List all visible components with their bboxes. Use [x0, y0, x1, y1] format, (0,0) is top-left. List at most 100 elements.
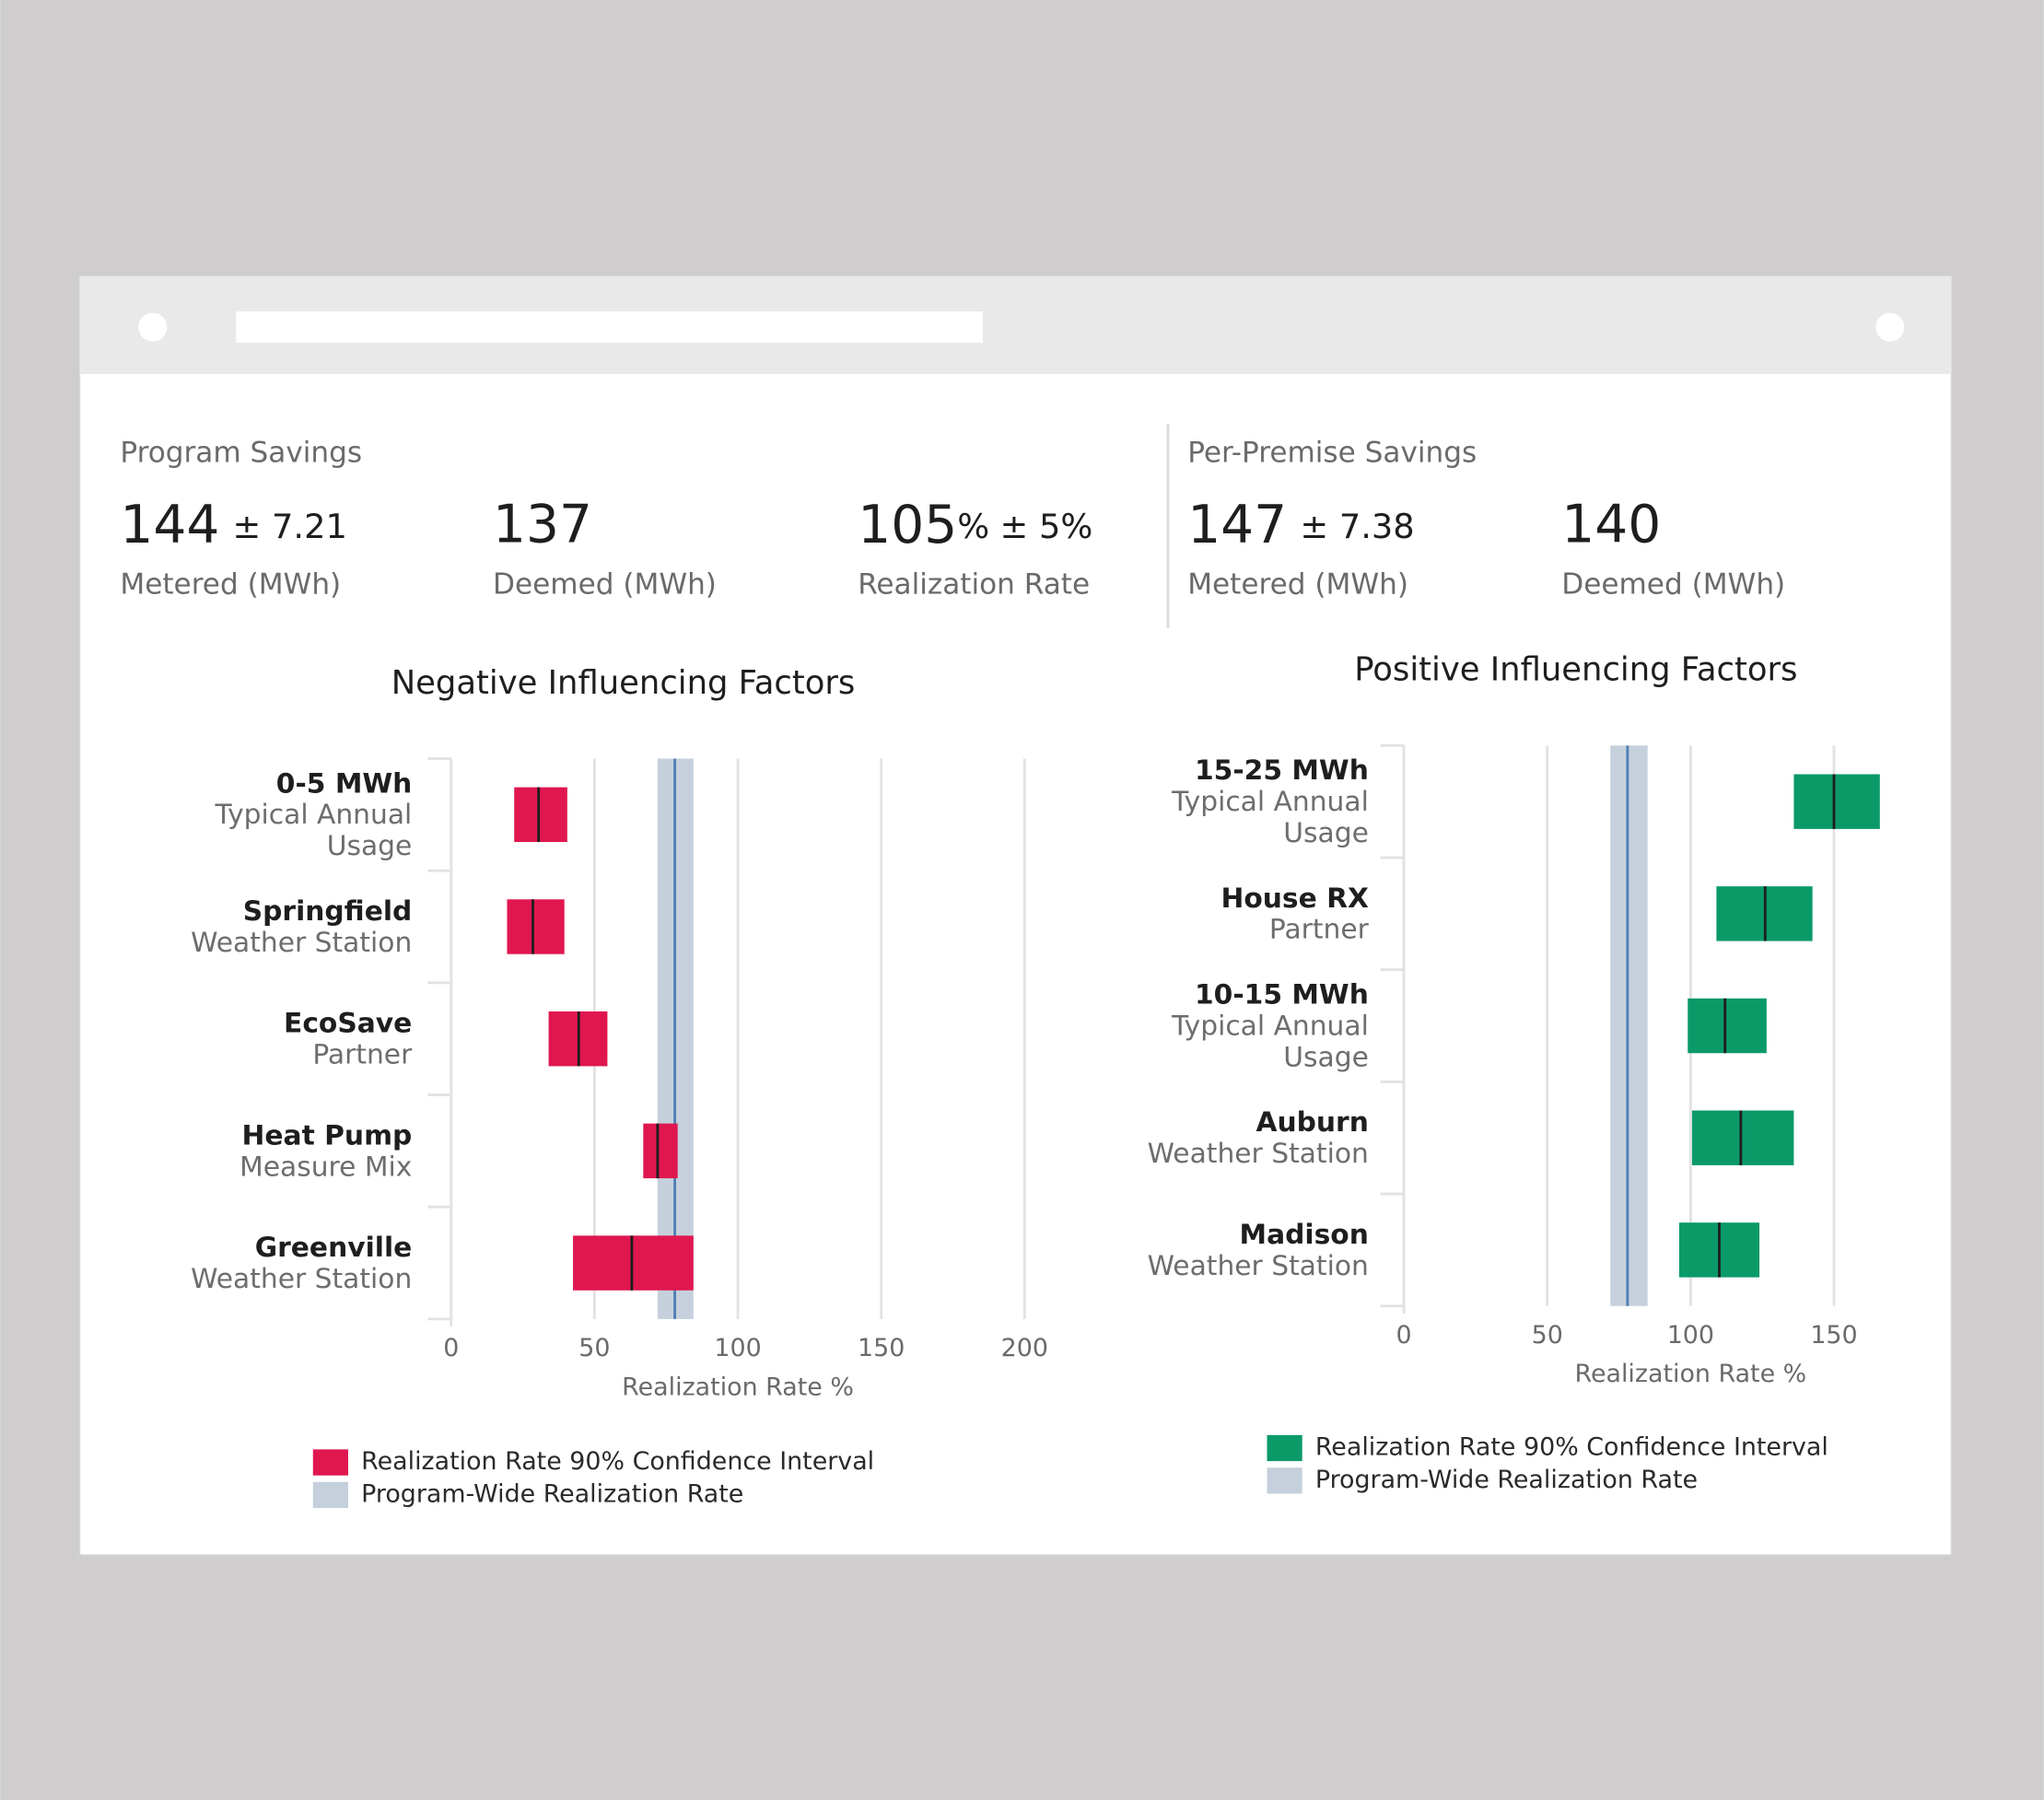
- x-tick-label: 50: [1532, 1321, 1563, 1350]
- legend-swatch: [1267, 1467, 1302, 1494]
- x-tick-label: 100: [714, 1334, 761, 1362]
- x-tick-label: 200: [1001, 1334, 1048, 1362]
- interval-bar: [1688, 998, 1767, 1054]
- x-axis-title: Realization Rate %: [622, 1373, 854, 1401]
- category-label-box: House RX Partner: [1108, 855, 1369, 972]
- metric-value: 144: [120, 495, 219, 555]
- category-label-text: Heat Pump Measure Mix: [184, 1119, 413, 1183]
- chart-title: Negative Influencing Factors: [391, 664, 856, 702]
- category-name: Greenville: [254, 1232, 413, 1264]
- chart-title: Positive Influencing Factors: [1354, 651, 1797, 689]
- legend-label: Program-Wide Realization Rate: [1315, 1466, 1698, 1494]
- metric: 147 ± 7.38: [1187, 495, 1415, 555]
- reference-band: [1610, 745, 1648, 1306]
- category-label-box: Greenville Weather Station: [151, 1204, 412, 1321]
- category-subtitle: Partner: [1268, 913, 1369, 945]
- window-dot: [138, 312, 168, 342]
- legend-label: Realization Rate 90% Confidence Interval: [361, 1447, 874, 1476]
- address-bar: [236, 311, 984, 344]
- category-label-text: House RX Partner: [1140, 882, 1369, 945]
- metric-value: 105: [858, 495, 957, 555]
- metric-label: Deemed (MWh): [493, 567, 717, 601]
- category-subtitle: Weather Station: [1147, 1249, 1369, 1281]
- x-tick-label: 0: [443, 1334, 459, 1362]
- category-label-text: 10-15 MWh Typical Annual Usage: [1140, 979, 1369, 1073]
- category-name: 10-15 MWh: [1194, 978, 1369, 1011]
- category-name: House RX: [1221, 882, 1369, 914]
- x-axis-title: Realization Rate %: [1574, 1360, 1806, 1388]
- category-name: Springfield: [242, 895, 413, 928]
- category-label-box: 0-5 MWh Typical Annual Usage: [151, 756, 413, 873]
- category-label-box: Heat Pump Measure Mix: [151, 1093, 412, 1210]
- category-name: EcoSave: [284, 1007, 413, 1039]
- category-name: 15-25 MWh: [1194, 754, 1369, 787]
- legend-swatch: [1267, 1434, 1302, 1462]
- category-label-box: EcoSave Partner: [151, 980, 412, 1097]
- interval-bar: [1691, 1110, 1794, 1165]
- category-subtitle: Typical Annual Usage: [215, 799, 413, 862]
- metric-value: 147: [1187, 495, 1287, 555]
- category-label-box: 10-15 MWh Typical Annual Usage: [1108, 967, 1369, 1084]
- metric-error: ± 7.38: [1300, 507, 1414, 546]
- category-label-text: Springfield Weather Station: [184, 895, 413, 958]
- category-label-text: Auburn Weather Station: [1140, 1106, 1369, 1169]
- legend-swatch: [312, 1449, 348, 1476]
- category-label-text: EcoSave Partner: [184, 1007, 413, 1070]
- section-title: Program Savings: [120, 436, 362, 469]
- category-subtitle: Measure Mix: [239, 1151, 413, 1183]
- legend-label: Realization Rate 90% Confidence Interval: [1315, 1432, 1828, 1461]
- category-subtitle: Weather Station: [191, 1263, 413, 1295]
- metric-label: Metered (MWh): [1187, 567, 1408, 601]
- category-label-box: Springfield Weather Station: [151, 868, 412, 985]
- x-tick-label: 150: [858, 1334, 905, 1362]
- category-label-box: Auburn Weather Station: [1108, 1080, 1369, 1197]
- metric-error: ± 5%: [999, 507, 1092, 546]
- legend-label: Program-Wide Realization Rate: [361, 1479, 743, 1508]
- metric-label: Metered (MWh): [120, 567, 341, 601]
- metric: 144 ± 7.21: [120, 495, 347, 555]
- metric-label: Deemed (MWh): [1561, 567, 1785, 601]
- category-label-box: Madison Weather Station: [1108, 1191, 1369, 1308]
- category-subtitle: Typical Annual Usage: [1172, 786, 1369, 849]
- category-subtitle: Typical Annual Usage: [1172, 1010, 1369, 1073]
- category-label-text: Greenville Weather Station: [184, 1232, 413, 1295]
- category-subtitle: Weather Station: [191, 927, 413, 958]
- category-name: Heat Pump: [241, 1119, 413, 1151]
- charts: Negative Influencing Factors 0 50 100 150 200…: [151, 651, 1880, 1509]
- category-name: Auburn: [1256, 1106, 1369, 1139]
- category-subtitle: Weather Station: [1147, 1138, 1369, 1170]
- interval-bar: [1793, 774, 1880, 829]
- window-dot: [1875, 312, 1905, 342]
- category-label-box: 15-25 MWh Typical Annual Usage: [1108, 743, 1369, 860]
- interval-bar: [573, 1235, 694, 1291]
- x-tick-label: 0: [1396, 1321, 1412, 1350]
- interval-bar: [507, 899, 565, 954]
- category-label-text: 15-25 MWh Typical Annual Usage: [1140, 754, 1369, 848]
- category-label-text: Madison Weather Station: [1140, 1219, 1369, 1281]
- category-label-text: 0-5 MWh Typical Annual Usage: [184, 767, 413, 861]
- interval-bar: [514, 787, 567, 843]
- x-tick-label: 50: [578, 1334, 610, 1362]
- interval-bar: [643, 1123, 678, 1179]
- metric-value: 140: [1561, 495, 1661, 555]
- category-name: Madison: [1239, 1218, 1369, 1250]
- metric-value: 137: [493, 495, 592, 555]
- metric: 105% ± 5%: [858, 495, 1092, 555]
- category-subtitle: Partner: [312, 1038, 413, 1070]
- legend-swatch: [312, 1481, 348, 1509]
- x-tick-label: 150: [1810, 1321, 1857, 1350]
- category-name: 0-5 MWh: [275, 767, 413, 800]
- section-title: Per-Premise Savings: [1187, 436, 1477, 469]
